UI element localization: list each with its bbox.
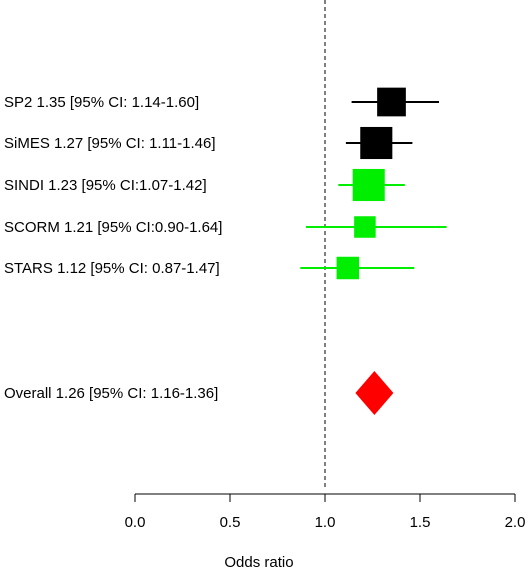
point-estimate	[352, 168, 385, 202]
point-estimate	[360, 126, 393, 160]
point-estimate	[354, 216, 376, 238]
tick-label: 1.0	[315, 514, 336, 531]
tick-label: 2.0	[505, 514, 526, 531]
study-label: SiMES 1.27 [95% CI: 1.11-1.46]	[4, 135, 216, 152]
point-estimate	[377, 87, 406, 117]
study-label: SP2 1.35 [95% CI: 1.14-1.60]	[4, 94, 199, 111]
study-label: SCORM 1.21 [95% CI:0.90-1.64]	[4, 219, 222, 236]
tick-label: 0.5	[220, 514, 241, 531]
study-label: STARS 1.12 [95% CI: 0.87-1.47]	[4, 260, 220, 277]
overall-label: Overall 1.26 [95% CI: 1.16-1.36]	[4, 385, 218, 402]
point-estimate	[336, 256, 360, 280]
tick-label: 0.0	[125, 514, 146, 531]
study-label: SINDI 1.23 [95% CI:1.07-1.42]	[4, 177, 207, 194]
x-axis-label: Odds ratio	[224, 554, 293, 571]
overall-diamond	[355, 371, 394, 415]
study-rows: SP2 1.35 [95% CI: 1.14-1.60] SiMES 1.27 […	[4, 87, 447, 280]
x-axis: 0.0 0.5 1.0 1.5 2.0	[125, 493, 526, 531]
tick-label: 1.5	[410, 514, 431, 531]
overall-row: Overall 1.26 [95% CI: 1.16-1.36]	[4, 371, 394, 415]
